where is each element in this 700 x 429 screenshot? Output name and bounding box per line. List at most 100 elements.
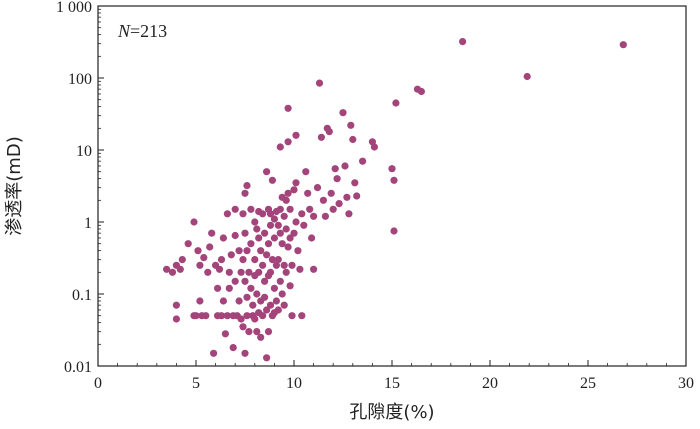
data-point [327, 189, 335, 197]
data-point [292, 131, 300, 139]
data-point [300, 221, 308, 229]
data-point [223, 210, 231, 218]
data-point [266, 301, 275, 309]
data-point [263, 354, 271, 362]
data-point [335, 200, 343, 208]
data-point [241, 277, 249, 285]
plot-frame [97, 5, 687, 367]
data-point [284, 243, 292, 251]
data-point [290, 186, 298, 194]
data-point [247, 284, 255, 292]
data-point [351, 179, 359, 187]
data-point [251, 218, 259, 226]
data-point [276, 277, 284, 285]
data-point [263, 306, 271, 314]
x-tick-label: 20 [482, 375, 498, 392]
data-point [219, 297, 227, 305]
data-point [390, 227, 398, 235]
sample-count-value: =213 [130, 21, 167, 41]
y-tick-label: 0.01 [64, 359, 92, 376]
data-point [221, 330, 229, 338]
data-point [325, 128, 333, 136]
data-point [290, 229, 298, 237]
data-point [217, 256, 226, 264]
data-point [196, 261, 204, 269]
data-point [347, 121, 355, 129]
data-point [263, 168, 271, 176]
data-point [270, 234, 278, 242]
data-point [274, 256, 282, 264]
data-point [302, 168, 310, 176]
data-point [292, 218, 300, 226]
data-point [231, 205, 239, 213]
data-point [272, 261, 280, 269]
data-point [259, 210, 267, 218]
data-point [225, 268, 233, 276]
data-point [276, 143, 284, 151]
sample-count-variable: N [117, 21, 131, 41]
data-point [280, 261, 288, 269]
data-point [264, 328, 273, 336]
data-point [231, 277, 239, 285]
data-point [237, 268, 245, 276]
data-point [229, 344, 237, 352]
data-point [298, 210, 306, 218]
data-point [278, 290, 286, 298]
data-point [388, 165, 396, 173]
data-point [264, 240, 273, 248]
data-point [392, 99, 400, 107]
data-point [243, 247, 251, 255]
points-layer [163, 38, 627, 362]
data-point [243, 182, 251, 190]
x-tick-label: 0 [94, 375, 102, 392]
data-point [292, 179, 300, 187]
data-point [274, 306, 282, 314]
data-point [284, 189, 292, 197]
sample-count-annotation: N=213 [117, 21, 167, 41]
x-tick-label: 15 [384, 375, 400, 392]
data-point [294, 247, 302, 255]
data-point [280, 301, 288, 309]
data-point [266, 210, 275, 218]
x-axis-label: 孔隙度(%) [349, 402, 434, 423]
data-point [417, 87, 425, 96]
data-point [184, 240, 192, 248]
x-tick-label: 5 [192, 375, 200, 392]
data-point [204, 268, 212, 276]
data-point [270, 284, 278, 292]
data-point [333, 175, 341, 183]
data-point [321, 212, 329, 220]
data-point [353, 192, 361, 200]
data-point [619, 41, 627, 49]
data-point [390, 176, 398, 184]
data-point [239, 210, 247, 218]
data-point [317, 133, 325, 141]
data-point [251, 315, 259, 323]
data-point [168, 268, 177, 276]
data-point [190, 218, 198, 226]
data-point [266, 221, 275, 229]
data-point [298, 312, 306, 320]
data-point [178, 256, 186, 264]
y-tick-label: 100 [68, 71, 92, 88]
data-point [245, 268, 253, 276]
data-point [231, 231, 239, 240]
data-point [459, 38, 467, 46]
data-point [215, 265, 224, 273]
data-point [206, 243, 214, 251]
data-point [172, 315, 180, 323]
data-point [202, 312, 210, 320]
data-point [310, 265, 318, 273]
data-point [243, 293, 251, 301]
data-point [163, 265, 171, 273]
data-point [261, 277, 269, 285]
data-point [253, 290, 261, 298]
data-point [288, 261, 296, 269]
data-point [308, 234, 316, 242]
data-point [345, 210, 353, 218]
data-point [259, 312, 267, 320]
data-point [266, 268, 275, 276]
data-point [192, 312, 200, 320]
data-point [268, 256, 276, 264]
